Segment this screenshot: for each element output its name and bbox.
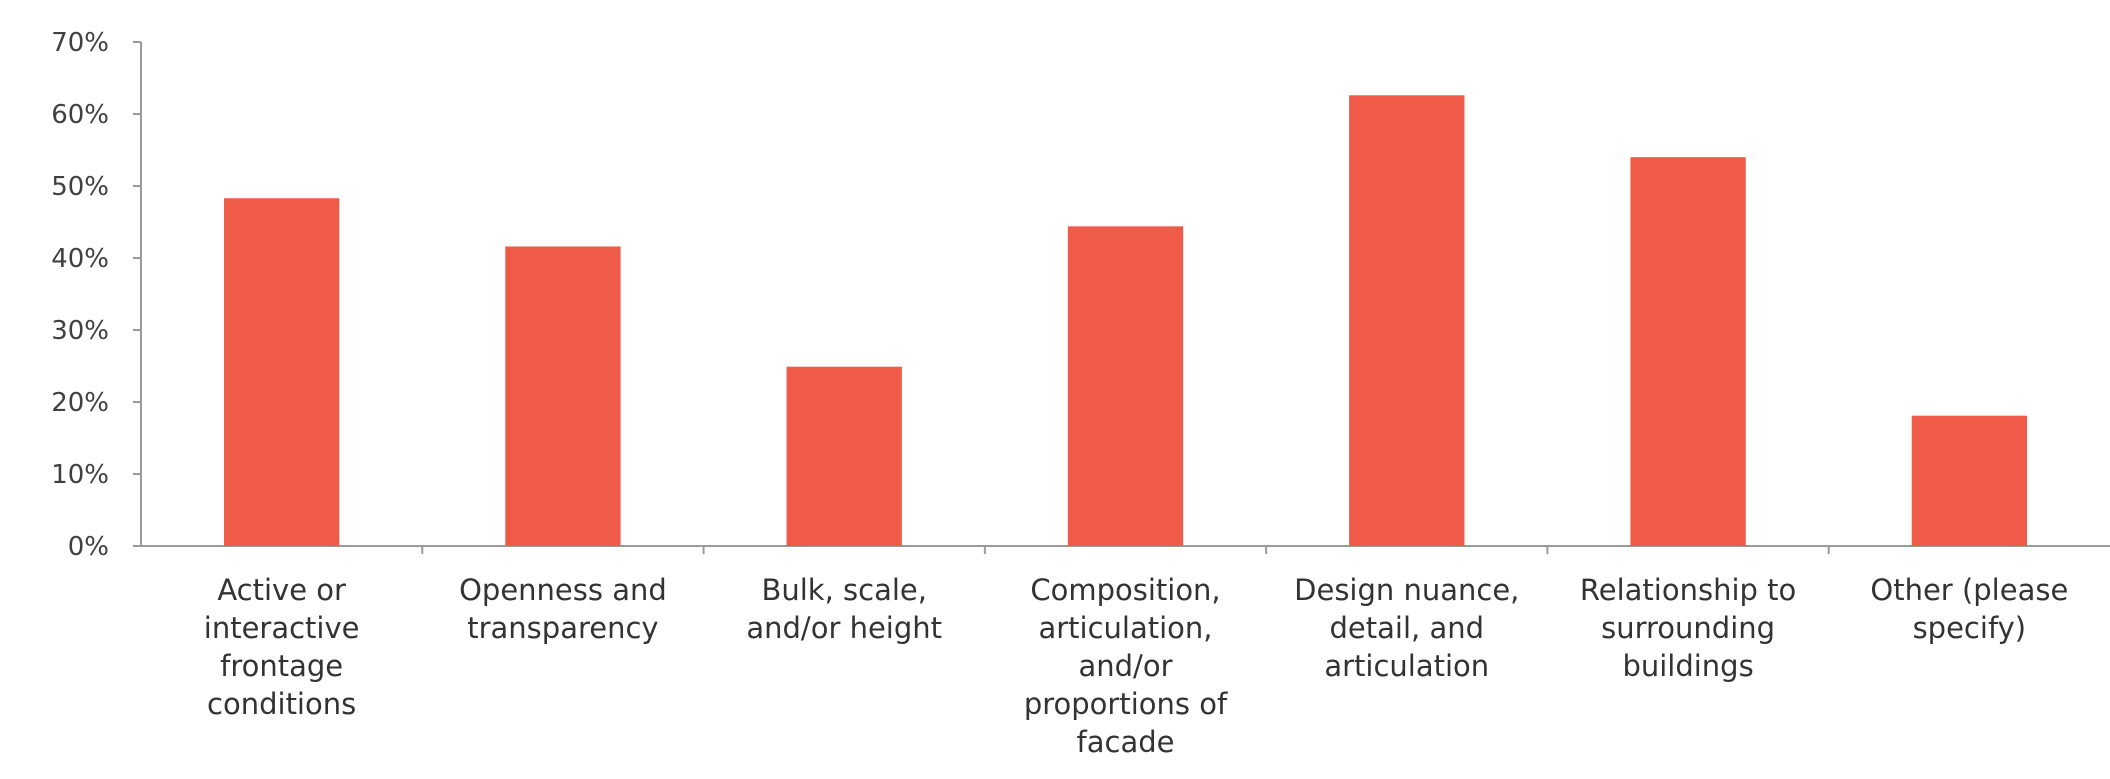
y-tick-label: 50% bbox=[51, 172, 109, 202]
bar bbox=[505, 246, 621, 547]
x-tick-label-line: Composition, bbox=[1030, 573, 1220, 607]
x-axis bbox=[141, 545, 2110, 554]
x-tick-label: Bulk, scale, and/or height bbox=[746, 573, 942, 645]
bar bbox=[223, 198, 340, 547]
x-tick-label: Relationship to surrounding buildings bbox=[1580, 573, 1796, 683]
x-tick-label-line: articulation, bbox=[1038, 611, 1212, 645]
x-tick-label-line: and/or height bbox=[746, 611, 942, 645]
x-tick-label-line: transparency bbox=[467, 611, 658, 645]
x-tick-label: Active or interactive frontage conditions bbox=[204, 573, 360, 721]
category-labels: Active or interactive frontage conditions Op… bbox=[204, 573, 2069, 759]
bar bbox=[1911, 415, 2028, 546]
y-tick-label: 10% bbox=[51, 460, 109, 490]
x-tick-label: Composition, articulation, and/or proportio… bbox=[1024, 573, 1228, 759]
y-tick-label: 0% bbox=[68, 532, 109, 562]
bar bbox=[786, 366, 902, 546]
y-tick-label: 20% bbox=[51, 388, 109, 418]
x-tick-label: Other (please specify) bbox=[1870, 573, 2068, 645]
bar bbox=[1067, 226, 1184, 546]
y-tick-label: 40% bbox=[51, 244, 109, 274]
x-tick-label-line: interactive bbox=[204, 611, 360, 645]
y-axis: 0% 10% 20% 30% 40% 50% 60% 70% bbox=[51, 28, 142, 562]
bar bbox=[1349, 95, 1465, 546]
x-tick-label-line: surrounding bbox=[1601, 611, 1775, 645]
x-tick-label-line: buildings bbox=[1622, 649, 1753, 683]
y-tick-label: 30% bbox=[51, 316, 109, 346]
x-tick-label-line: frontage bbox=[220, 649, 343, 683]
x-tick-label-line: Bulk, scale, bbox=[761, 573, 927, 607]
x-tick-label-line: detail, and bbox=[1330, 611, 1485, 645]
y-tick-label: 70% bbox=[51, 28, 109, 58]
x-tick-label-line: proportions of bbox=[1024, 687, 1228, 721]
x-tick-label-line: Other (please bbox=[1870, 573, 2068, 607]
x-tick-label-line: Design nuance, bbox=[1294, 573, 1519, 607]
bars bbox=[223, 95, 2028, 547]
x-tick-label-line: and/or bbox=[1079, 649, 1173, 683]
x-tick-label-line: specify) bbox=[1913, 611, 2027, 645]
x-tick-label-line: Relationship to bbox=[1580, 573, 1796, 607]
x-tick-label: Openness and transparency bbox=[459, 573, 667, 645]
x-tick-label-line: articulation bbox=[1324, 649, 1489, 683]
x-tick-label-line: Active or bbox=[217, 573, 346, 607]
x-tick-label-line: conditions bbox=[207, 687, 356, 721]
x-tick-label-line: facade bbox=[1077, 725, 1175, 759]
bar bbox=[1630, 157, 1746, 546]
y-tick-label: 60% bbox=[51, 100, 109, 130]
x-tick-label: Design nuance, detail, and articulation bbox=[1294, 573, 1519, 683]
x-tick-label-line: Openness and bbox=[459, 573, 667, 607]
